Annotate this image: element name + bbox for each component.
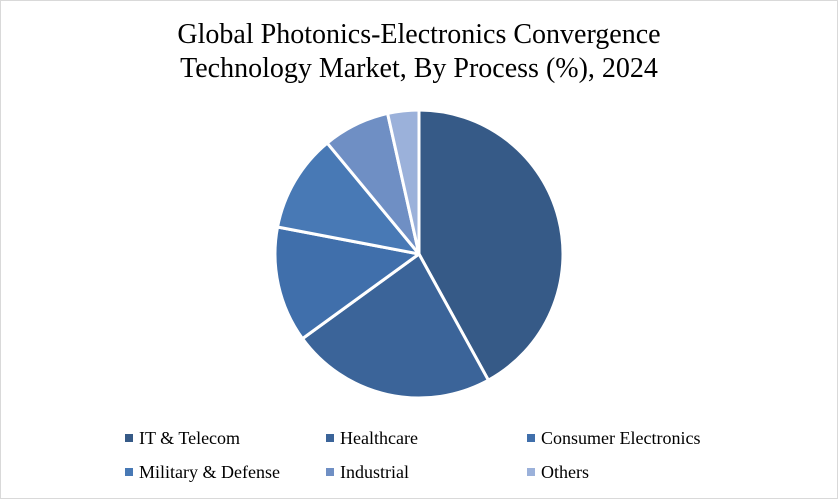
chart-title: Global Photonics-Electronics Convergence… (0, 18, 838, 86)
pie-slice-it-telecom (417, 108, 565, 382)
chart-title-line-2: Technology Market, By Process (%), 2024 (180, 53, 658, 84)
pie-slice-consumer-electronics (273, 225, 421, 341)
pie-slice-others (386, 108, 421, 256)
chart-title-line-1: Global Photonics-Electronics Convergence (177, 19, 661, 50)
pie-slice-healthcare (301, 252, 490, 400)
pie-slice-military-defense (276, 141, 421, 256)
